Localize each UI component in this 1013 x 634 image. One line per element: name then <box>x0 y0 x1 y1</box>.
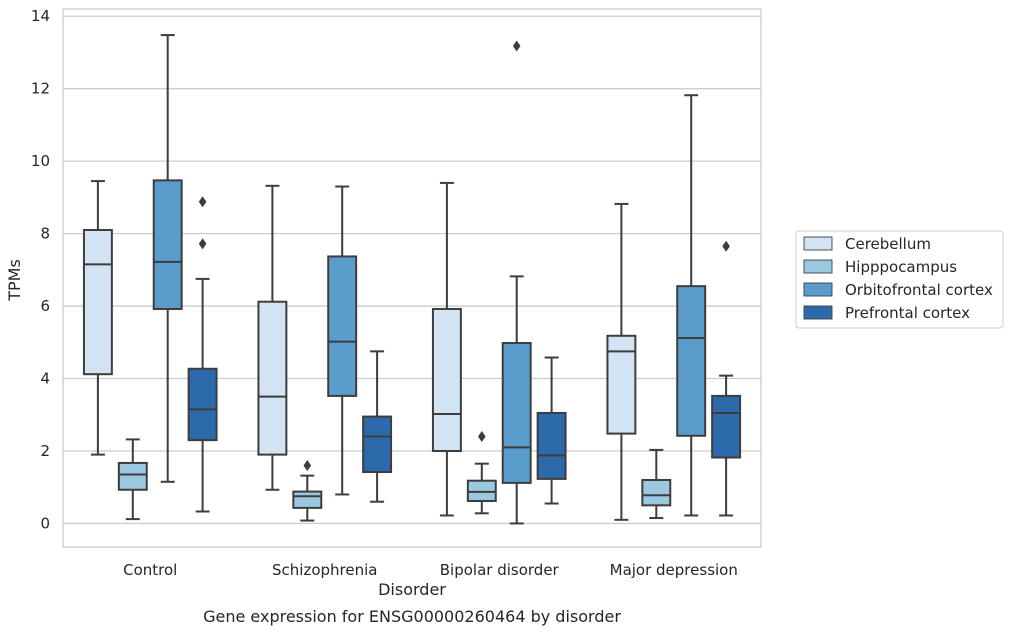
box-marks <box>82 34 742 525</box>
y-tick-label: 0 <box>40 514 50 532</box>
outlier-point <box>303 459 312 471</box>
outlier-point <box>512 40 521 52</box>
box-orbitofrontal-cortex-3 <box>676 94 707 517</box>
y-tick-label: 12 <box>31 80 50 98</box>
x-tick-label: Control <box>123 561 177 579</box>
x-tick-label: Major depression <box>610 561 738 579</box>
box-body <box>466 479 497 502</box>
outlier-point <box>722 240 730 252</box>
box-cerebellum-0 <box>82 180 113 456</box>
box-body <box>187 367 218 442</box>
plot-frame <box>62 8 762 548</box>
y-tick-label: 4 <box>40 370 50 388</box>
box-orbitofrontal-cortex-2 <box>501 40 532 525</box>
y-tick-label: 14 <box>31 7 50 25</box>
legend-label: Orbitofrontal cortex <box>845 281 993 299</box>
outlier-point <box>478 431 486 443</box>
box-orbitofrontal-cortex-0 <box>152 34 183 483</box>
outlier-point <box>198 238 207 250</box>
box-hipppocampus-0 <box>117 438 148 521</box>
box-hipppocampus-2 <box>466 431 497 515</box>
x-tick-label: Schizophrenia <box>272 561 377 579</box>
box-orbitofrontal-cortex-1 <box>327 185 358 496</box>
y-tick-label: 6 <box>40 297 50 315</box>
legend-swatch <box>803 259 833 274</box>
box-body <box>711 394 742 459</box>
box-cerebellum-1 <box>257 184 288 491</box>
box-cerebellum-3 <box>606 202 637 521</box>
y-tick-label: 10 <box>31 152 50 170</box>
legend-label: Hipppocampus <box>845 258 957 276</box>
box-body <box>292 490 323 509</box>
box-prefrontal-cortex-2 <box>536 356 567 505</box>
box-body <box>327 255 358 397</box>
legend-swatch <box>803 236 833 251</box>
box-body <box>501 342 532 484</box>
box-body <box>536 411 567 480</box>
box-hipppocampus-3 <box>641 448 672 520</box>
y-tick-label: 8 <box>40 225 50 243</box>
y-axis-label: TPMs <box>5 259 24 302</box>
box-body <box>117 461 148 491</box>
box-prefrontal-cortex-0 <box>187 196 218 513</box>
box-prefrontal-cortex-3 <box>711 240 742 517</box>
box-body <box>152 179 183 310</box>
outlier-point <box>198 196 207 208</box>
box-body <box>257 300 288 456</box>
legend-frame <box>795 230 1004 329</box>
chart-caption: Gene expression for ENSG00000260464 by d… <box>203 607 621 626</box>
x-tick-label: Bipolar disorder <box>440 561 560 579</box>
x-axis-label: Disorder <box>378 580 446 599</box>
legend-label: Prefrontal cortex <box>845 304 970 322</box>
legend-label: Cerebellum <box>845 235 931 253</box>
box-cerebellum-2 <box>431 181 462 517</box>
box-body <box>641 478 672 507</box>
y-tick-label: 2 <box>40 442 50 460</box>
legend-swatch <box>803 282 833 297</box>
legend: Cerebellum Hipppocampus Orbitofrontal cort… <box>795 230 1004 329</box>
box-hipppocampus-1 <box>292 459 323 522</box>
x-tick-labels: Control Schizophrenia Bipolar disorder Majo… <box>123 561 738 579</box>
box-prefrontal-cortex-1 <box>362 350 393 503</box>
legend-swatch <box>803 305 833 320</box>
box-body <box>82 228 113 376</box>
y-tick-labels: 0 2 4 6 8 10 12 14 <box>31 7 50 532</box>
box-body <box>362 415 393 474</box>
box-body <box>431 307 462 452</box>
box-body <box>676 285 707 437</box>
